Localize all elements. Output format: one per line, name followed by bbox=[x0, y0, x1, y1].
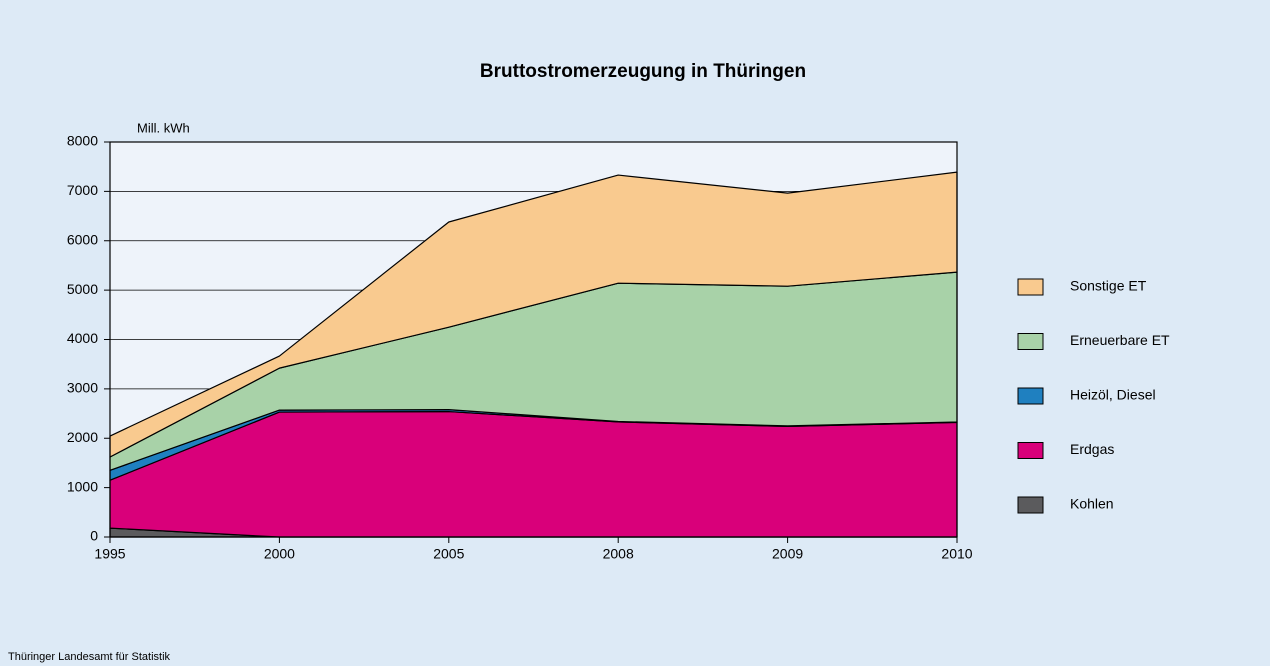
y-tick-label: 3000 bbox=[67, 380, 98, 396]
legend-label: Kohlen bbox=[1070, 496, 1114, 512]
y-tick-label: 2000 bbox=[67, 429, 98, 445]
legend-label: Erneuerbare ET bbox=[1070, 332, 1170, 348]
legend-label: Erdgas bbox=[1070, 441, 1114, 457]
legend-swatch bbox=[1017, 442, 1044, 459]
legend-swatch bbox=[1017, 333, 1044, 350]
source: Thüringer Landesamt für Statistik bbox=[8, 651, 171, 663]
legend-swatch bbox=[1017, 387, 1044, 405]
legend-label: Heizöl, Diesel bbox=[1070, 387, 1156, 403]
x-tick-label: 1995 bbox=[94, 546, 125, 562]
x-tick-label: 2009 bbox=[772, 546, 803, 562]
chart-title: Bruttostromerzeugung in Thüringen bbox=[480, 61, 806, 82]
y-tick-label: 0 bbox=[90, 528, 98, 544]
area bbox=[109, 410, 958, 538]
legend-swatch bbox=[1017, 496, 1044, 514]
y-tick-label: 5000 bbox=[67, 281, 98, 297]
plot-frame bbox=[109, 141, 958, 538]
y-tick-label: 1000 bbox=[67, 478, 98, 494]
y-tick-label: 8000 bbox=[67, 133, 98, 149]
x-tick-label: 2000 bbox=[264, 546, 295, 562]
y-axis-label: Mill. kWh bbox=[137, 120, 190, 135]
y-tick-label: 6000 bbox=[67, 231, 98, 247]
legend-label: Sonstige ET bbox=[1070, 278, 1147, 294]
x-tick-label: 2005 bbox=[433, 546, 464, 562]
legend-swatch bbox=[1017, 278, 1044, 296]
x-tick-label: 2010 bbox=[941, 546, 972, 562]
y-tick-label: 7000 bbox=[67, 182, 98, 198]
y-tick-label: 4000 bbox=[67, 330, 98, 346]
x-tick-label: 2008 bbox=[603, 546, 634, 562]
